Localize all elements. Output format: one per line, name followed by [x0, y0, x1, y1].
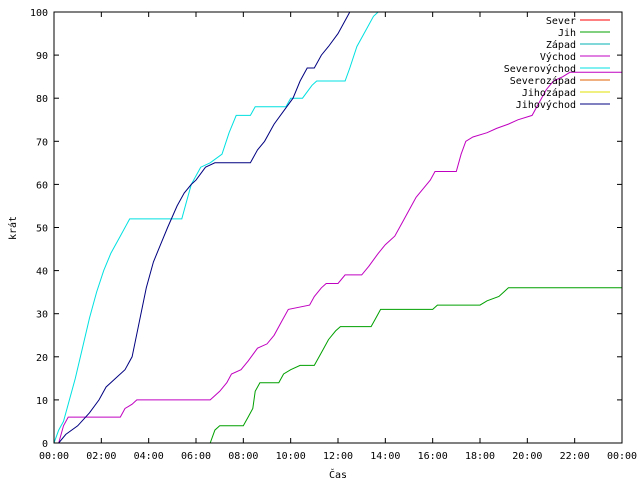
x-tick-label: 22:00: [560, 451, 590, 462]
legend-label: Severovýchod: [504, 63, 576, 75]
legend-label: Jihovýchod: [516, 99, 576, 111]
x-tick-label: 02:00: [86, 451, 116, 462]
series-line: [209, 287, 622, 443]
y-tick-label: 70: [36, 137, 48, 148]
x-tick-label: 14:00: [370, 451, 400, 462]
legend-label: Východ: [540, 51, 576, 63]
y-tick-label: 30: [36, 310, 48, 321]
y-axis-label: krát: [7, 216, 19, 240]
y-tick-label: 10: [36, 396, 48, 407]
legend: SeverJihZápadVýchodSeverovýchodSeverozáp…: [504, 16, 610, 111]
y-tick-label: 40: [36, 267, 48, 278]
y-tick-label: 0: [42, 439, 48, 450]
y-tick-label: 20: [36, 353, 48, 364]
series-line: [54, 12, 379, 443]
series-line: [58, 71, 622, 443]
x-axis-label: Čas: [329, 468, 347, 480]
x-tick-label: 00:00: [607, 451, 637, 462]
x-axis: 00:00 02:00 04:00 06:00 08:00 10:00 12:00 14:00…: [39, 12, 637, 462]
legend-label: Západ: [546, 39, 576, 51]
legend-label: Jih: [558, 28, 576, 39]
x-tick-label: 18:00: [465, 451, 495, 462]
x-tick-label: 16:00: [418, 451, 448, 462]
x-tick-label: 10:00: [276, 451, 306, 462]
legend-label: Sever: [546, 16, 576, 27]
x-tick-label: 06:00: [181, 451, 211, 462]
x-tick-label: 00:00: [39, 451, 69, 462]
y-tick-label: 60: [36, 180, 48, 191]
y-tick-label: 80: [36, 94, 48, 105]
legend-label: Severozápad: [510, 75, 576, 87]
legend-label: Jihozápad: [522, 87, 576, 99]
y-tick-label: 90: [36, 51, 48, 62]
series-line: [58, 12, 351, 443]
y-axis: 0 10 20 30 40 50 60 70 80 90 100: [30, 8, 622, 450]
x-tick-label: 04:00: [134, 451, 164, 462]
x-tick-label: 20:00: [512, 451, 542, 462]
series-layer: [54, 12, 622, 443]
x-tick-label: 08:00: [228, 451, 258, 462]
y-tick-label: 50: [36, 224, 48, 235]
x-tick-label: 12:00: [323, 451, 353, 462]
y-tick-label: 100: [30, 8, 48, 19]
